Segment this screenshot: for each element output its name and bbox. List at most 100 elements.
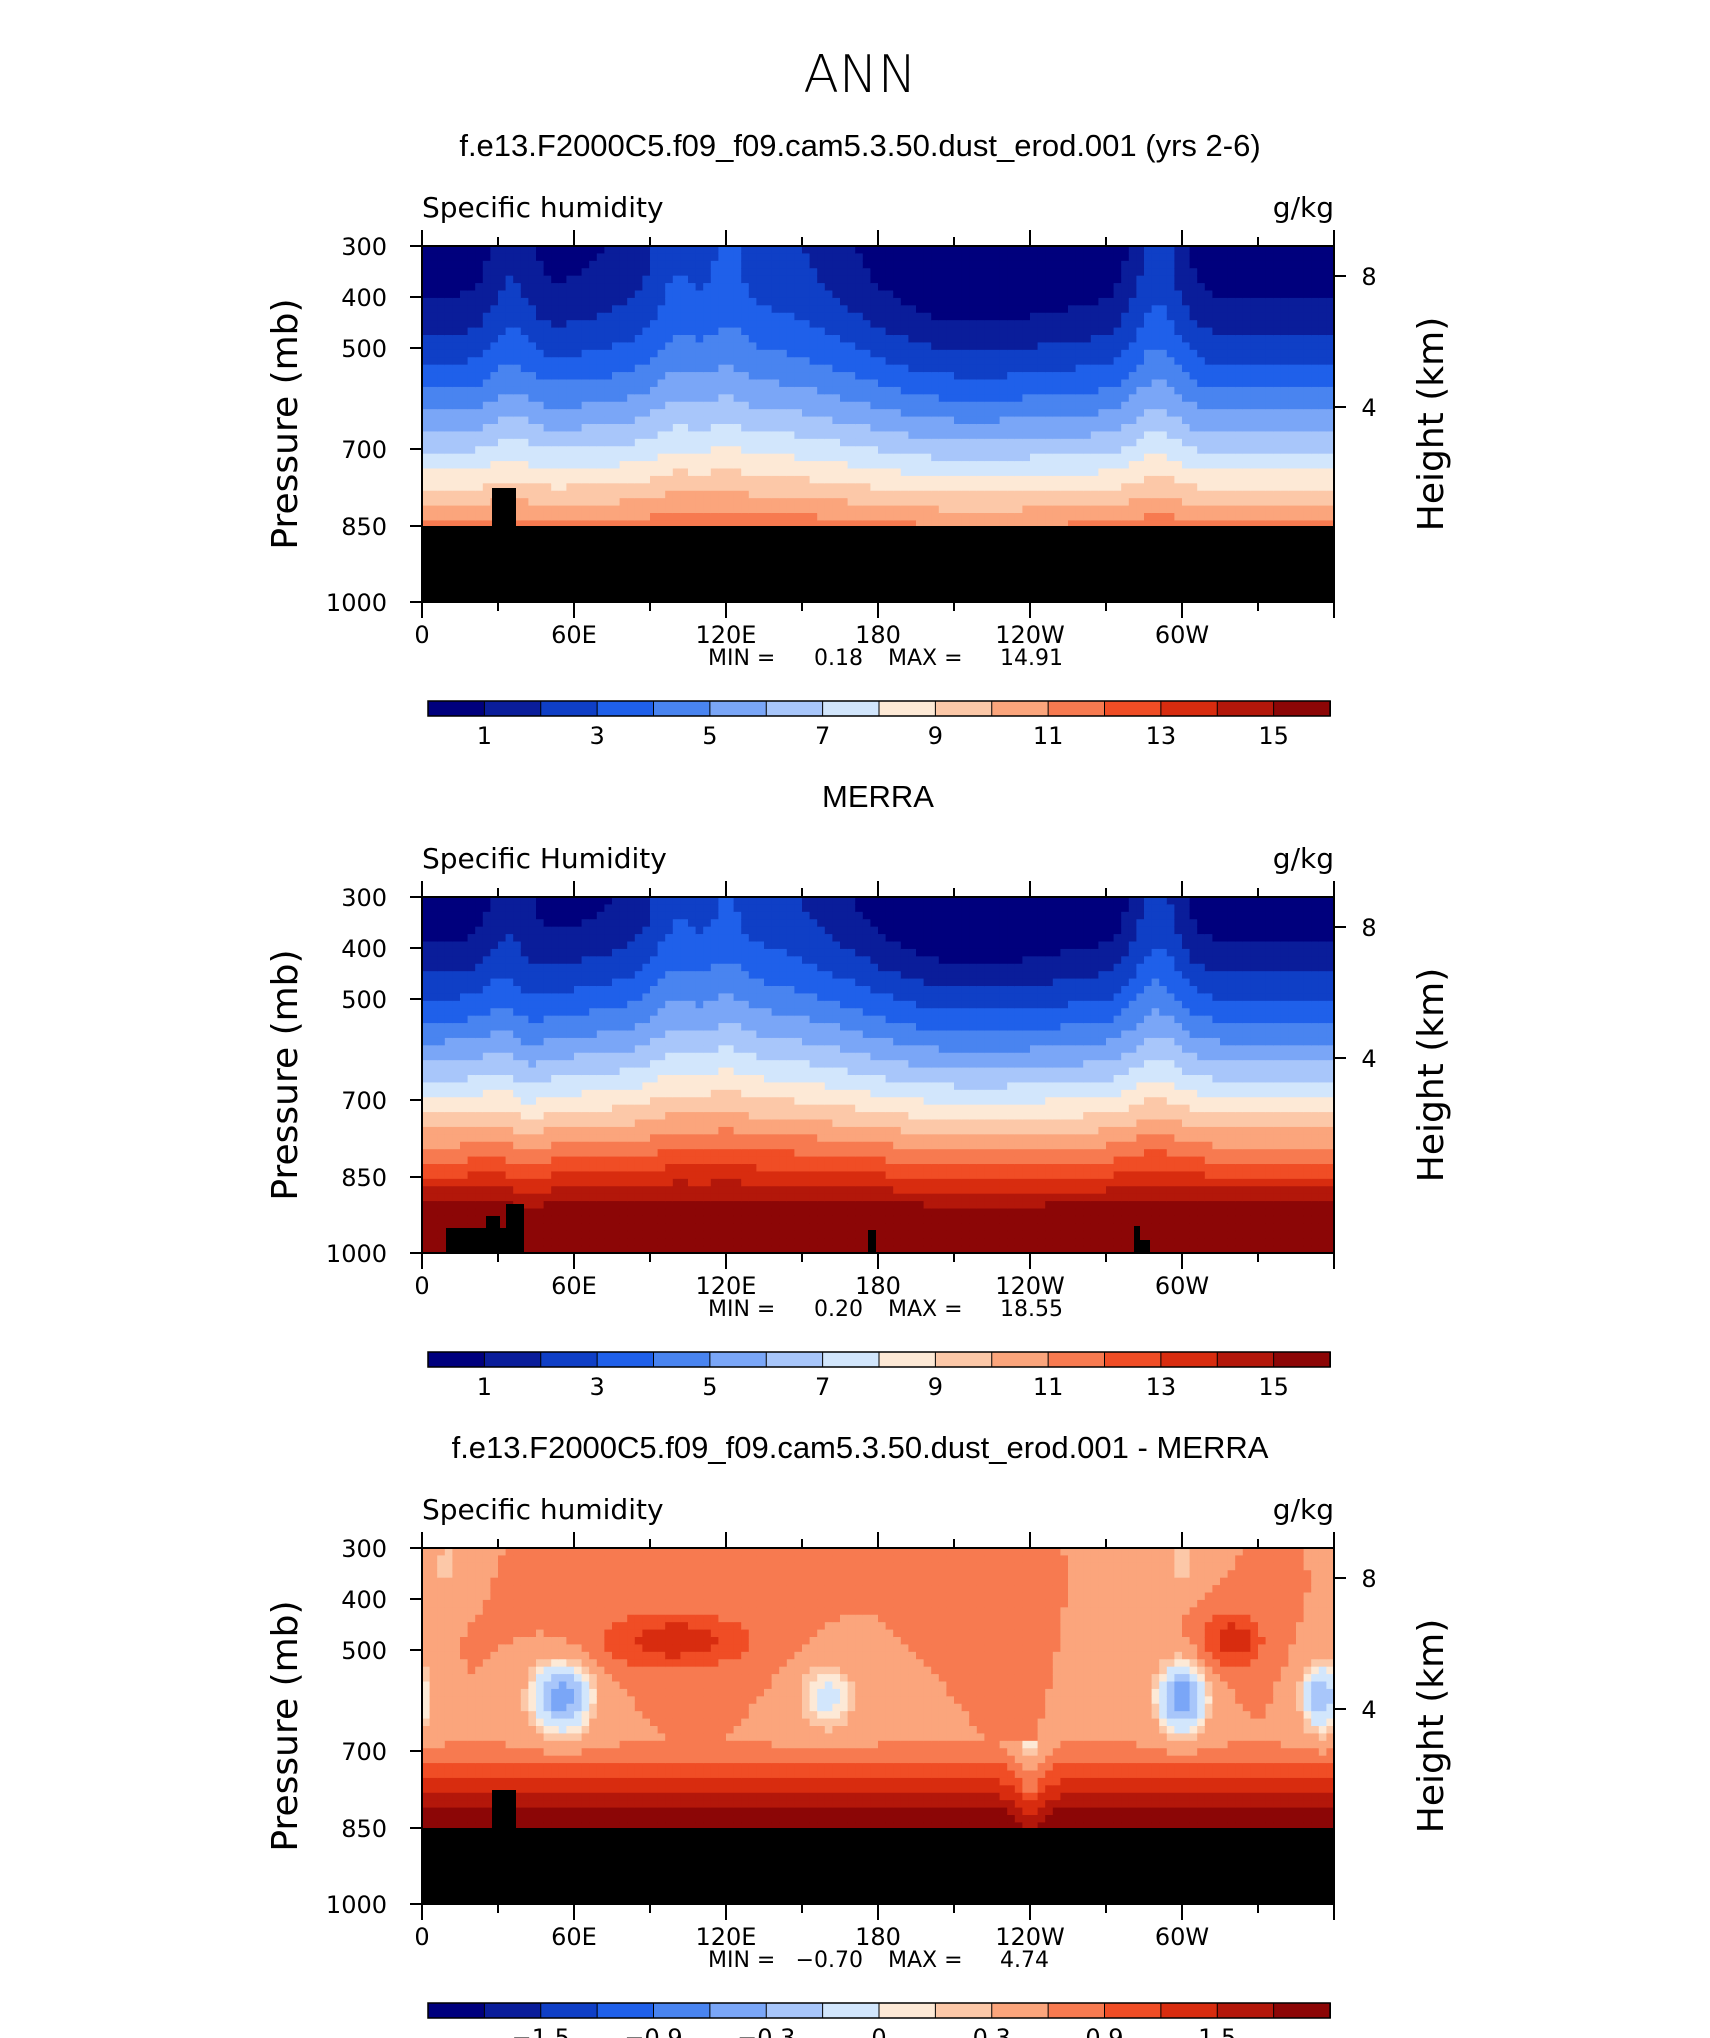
field-cell	[787, 380, 795, 388]
field-cell	[536, 380, 544, 388]
field-cell	[787, 402, 795, 410]
field-cell	[627, 380, 635, 388]
field-cell	[452, 372, 460, 380]
field-cell	[855, 276, 863, 284]
field-cell	[483, 291, 491, 299]
field-cell	[627, 431, 635, 439]
field-cell	[430, 409, 438, 417]
field-cell	[452, 506, 460, 514]
field-cell	[658, 313, 666, 321]
field-cell	[870, 394, 878, 402]
field-cell	[764, 431, 772, 439]
field-cell	[445, 276, 453, 284]
field-cell	[430, 483, 438, 491]
field-cell	[620, 394, 628, 402]
field-cell	[855, 439, 863, 447]
field-cell	[817, 320, 825, 328]
field-cell	[756, 461, 764, 469]
field-cell	[924, 424, 932, 432]
figure: ANN f.e13.F2000C5.f09_f09.cam5.3.50.dust…	[0, 0, 1710, 2038]
field-cell	[604, 483, 612, 491]
field-cell	[589, 372, 597, 380]
field-cell	[870, 424, 878, 432]
field-cell	[825, 394, 833, 402]
field-cell	[612, 335, 620, 343]
field-cell	[620, 268, 628, 276]
field-cell	[468, 394, 476, 402]
field-cell	[521, 335, 529, 343]
field-cell	[726, 469, 734, 477]
field-cell	[916, 394, 924, 402]
field-cell	[597, 298, 605, 306]
field-cell	[551, 454, 559, 462]
field-cell	[574, 350, 582, 358]
field-cell	[703, 342, 711, 350]
field-cell	[817, 431, 825, 439]
field-cell	[445, 469, 453, 477]
field-cell	[817, 491, 825, 499]
field-cell	[483, 342, 491, 350]
field-cell	[924, 328, 932, 336]
field-cell	[437, 291, 445, 299]
field-cell	[582, 328, 590, 336]
field-cell	[490, 454, 498, 462]
field-cell	[810, 320, 818, 328]
field-cell	[430, 491, 438, 499]
field-cell	[430, 431, 438, 439]
field-cell	[680, 402, 688, 410]
field-cell	[582, 476, 590, 484]
field-cell	[832, 313, 840, 321]
field-cell	[886, 387, 894, 395]
field-cell	[544, 350, 552, 358]
field-cell	[718, 313, 726, 321]
field-cell	[969, 313, 977, 321]
field-cell	[810, 402, 818, 410]
field-cell	[483, 491, 491, 499]
field-cell	[430, 402, 438, 410]
field-cell	[650, 483, 658, 491]
field-cell	[528, 491, 536, 499]
field-cell	[696, 417, 704, 425]
field-cell	[916, 342, 924, 350]
field-cell	[703, 469, 711, 477]
field-cell	[741, 498, 749, 506]
field-cell	[764, 461, 772, 469]
field-cell	[863, 380, 871, 388]
field-cell	[528, 342, 536, 350]
field-cell	[962, 298, 970, 306]
field-cell	[848, 469, 856, 477]
field-cell	[794, 476, 802, 484]
field-cell	[589, 291, 597, 299]
field-cell	[604, 357, 612, 365]
field-cell	[559, 305, 567, 313]
field-cell	[483, 268, 491, 276]
field-cell	[893, 372, 901, 380]
field-cell	[582, 483, 590, 491]
field-cell	[908, 513, 916, 521]
field-cell	[475, 372, 483, 380]
field-cell	[597, 246, 605, 254]
field-cell	[475, 439, 483, 447]
field-cell	[612, 298, 620, 306]
field-cell	[810, 283, 818, 291]
field-cell	[642, 320, 650, 328]
field-cell	[658, 469, 666, 477]
field-cell	[430, 291, 438, 299]
field-cell	[437, 357, 445, 365]
field-cell	[954, 268, 962, 276]
field-cell	[969, 402, 977, 410]
field-cell	[422, 365, 430, 373]
field-cell	[589, 402, 597, 410]
field-cell	[718, 283, 726, 291]
field-cell	[931, 328, 939, 336]
field-cell	[810, 268, 818, 276]
field-cell	[642, 417, 650, 425]
field-cell	[764, 350, 772, 358]
field-cell	[863, 276, 871, 284]
field-cell	[848, 439, 856, 447]
field-cell	[946, 491, 954, 499]
field-cell	[566, 380, 574, 388]
field-cell	[642, 335, 650, 343]
field-cell	[680, 417, 688, 425]
field-cell	[946, 461, 954, 469]
